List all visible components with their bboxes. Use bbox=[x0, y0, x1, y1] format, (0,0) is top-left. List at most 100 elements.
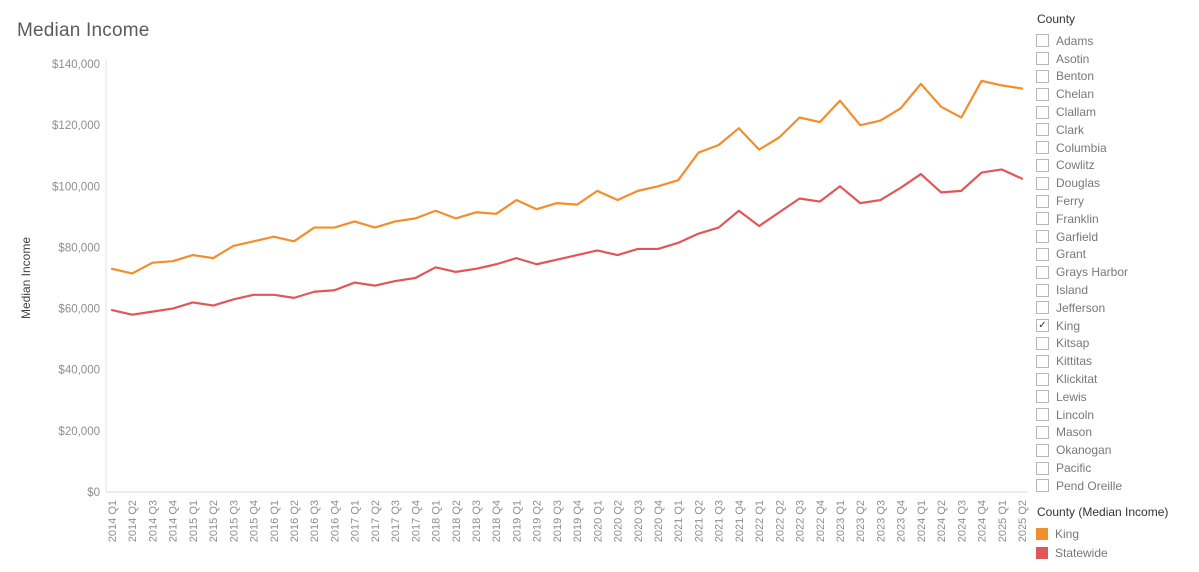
checkbox-icon[interactable] bbox=[1036, 425, 1049, 439]
x-tick-label: 2018 Q1 bbox=[431, 500, 443, 542]
x-tick-label: 2023 Q3 bbox=[875, 500, 887, 542]
checkbox-icon[interactable] bbox=[1036, 443, 1049, 457]
county-filter-label: Clark bbox=[1056, 122, 1085, 137]
county-filter-panel: County Adams Asotin Benton Chelan Clallam Cla… bbox=[1036, 12, 1196, 495]
county-filter-item[interactable]: ✓ King bbox=[1036, 317, 1196, 335]
county-filter-label: Kittitas bbox=[1056, 354, 1093, 369]
county-filter-item[interactable]: Pend Oreille bbox=[1036, 477, 1196, 495]
checkbox-icon[interactable] bbox=[1036, 354, 1049, 368]
county-filter-item[interactable]: Douglas bbox=[1036, 174, 1196, 192]
x-tick-label: 2023 Q4 bbox=[896, 500, 908, 542]
county-filter-label: Garfield bbox=[1056, 229, 1099, 244]
x-tick-label: 2018 Q3 bbox=[471, 500, 483, 542]
county-filter-item[interactable]: Grays Harbor bbox=[1036, 263, 1196, 281]
x-tick-label: 2016 Q3 bbox=[309, 500, 321, 542]
county-filter-label: Okanogan bbox=[1056, 443, 1112, 458]
checkbox-icon[interactable] bbox=[1036, 461, 1049, 475]
x-tick-label: 2014 Q1 bbox=[107, 500, 119, 542]
checkbox-icon[interactable] bbox=[1036, 34, 1049, 48]
x-tick-label: 2019 Q4 bbox=[572, 500, 584, 542]
county-filter-item[interactable]: Ferry bbox=[1036, 192, 1196, 210]
county-filter-item[interactable]: Franklin bbox=[1036, 210, 1196, 228]
x-tick-label: 2015 Q1 bbox=[188, 500, 200, 542]
checkbox-icon[interactable] bbox=[1036, 52, 1049, 66]
x-tick-label: 2014 Q3 bbox=[147, 500, 159, 542]
checkbox-icon[interactable] bbox=[1036, 283, 1049, 297]
checkbox-icon[interactable] bbox=[1036, 87, 1049, 101]
x-tick-label: 2016 Q1 bbox=[269, 500, 281, 542]
checkbox-icon[interactable] bbox=[1036, 105, 1049, 119]
checkbox-icon[interactable] bbox=[1036, 301, 1049, 315]
x-tick-label: 2025 Q1 bbox=[997, 500, 1009, 542]
x-tick-label: 2024 Q4 bbox=[977, 500, 989, 542]
legend-items: King Statewide bbox=[1036, 524, 1199, 562]
county-filter-item[interactable]: Adams bbox=[1036, 32, 1196, 50]
x-tick-label: 2020 Q2 bbox=[613, 500, 625, 542]
legend-item-label: Statewide bbox=[1055, 545, 1108, 560]
x-tick-label: 2020 Q1 bbox=[592, 500, 604, 542]
checkbox-icon[interactable] bbox=[1036, 141, 1049, 155]
county-filter-item[interactable]: Grant bbox=[1036, 246, 1196, 264]
checkbox-icon[interactable] bbox=[1036, 69, 1049, 83]
county-filter-label: Douglas bbox=[1056, 176, 1101, 191]
checkbox-icon[interactable] bbox=[1036, 123, 1049, 137]
line-chart[interactable]: $0 $20,000 $40,000 $60,000 $80,000 $100,000 $1… bbox=[0, 50, 1035, 568]
county-filter-item[interactable]: Island bbox=[1036, 281, 1196, 299]
checkbox-icon[interactable] bbox=[1036, 212, 1049, 226]
checkbox-checked-icon[interactable]: ✓ bbox=[1036, 319, 1049, 333]
county-filter-item[interactable]: Clallam bbox=[1036, 103, 1196, 121]
x-tick-label: 2024 Q1 bbox=[916, 500, 928, 542]
x-tick-label: 2024 Q3 bbox=[956, 500, 968, 542]
filter-title: County bbox=[1037, 12, 1076, 26]
county-filter-item[interactable]: Benton bbox=[1036, 68, 1196, 86]
x-tick-label: 2021 Q3 bbox=[714, 500, 726, 542]
county-filter-item[interactable]: Lewis bbox=[1036, 388, 1196, 406]
county-filter-item[interactable]: Pacific bbox=[1036, 459, 1196, 477]
checkbox-icon[interactable] bbox=[1036, 194, 1049, 208]
series-line-statewide[interactable] bbox=[110, 168, 1024, 316]
county-filter-item[interactable]: Asotin bbox=[1036, 50, 1196, 68]
checkbox-icon[interactable] bbox=[1036, 336, 1049, 350]
county-filter-item[interactable]: Garfield bbox=[1036, 228, 1196, 246]
series-line-king[interactable] bbox=[110, 79, 1024, 275]
county-filter-item[interactable]: Clark bbox=[1036, 121, 1196, 139]
y-tick-label: $60,000 bbox=[58, 304, 100, 316]
x-tick-label: 2023 Q1 bbox=[835, 500, 847, 542]
county-filter-item[interactable]: Kitsap bbox=[1036, 335, 1196, 353]
county-filter-label: King bbox=[1056, 318, 1081, 333]
legend-item-king[interactable]: King bbox=[1036, 524, 1199, 543]
county-filter-item[interactable]: Columbia bbox=[1036, 139, 1196, 157]
x-tick-label: 2025 Q2 bbox=[1017, 500, 1029, 542]
checkbox-icon[interactable] bbox=[1036, 372, 1049, 386]
x-tick-label: 2015 Q4 bbox=[249, 500, 261, 542]
checkbox-icon[interactable] bbox=[1036, 247, 1049, 261]
checkbox-icon[interactable] bbox=[1036, 158, 1049, 172]
county-filter-item[interactable]: Klickitat bbox=[1036, 370, 1196, 388]
county-filter-item[interactable]: Jefferson bbox=[1036, 299, 1196, 317]
county-filter-item[interactable]: Cowlitz bbox=[1036, 157, 1196, 175]
x-tick-label: 2017 Q3 bbox=[390, 500, 402, 542]
x-tick-label: 2022 Q1 bbox=[754, 500, 766, 542]
x-tick-label: 2021 Q1 bbox=[673, 500, 685, 542]
checkbox-icon[interactable] bbox=[1036, 479, 1049, 493]
county-filter-item[interactable]: Kittitas bbox=[1036, 352, 1196, 370]
checkbox-icon[interactable] bbox=[1036, 176, 1049, 190]
checkbox-icon[interactable] bbox=[1036, 408, 1049, 422]
legend-swatch-icon bbox=[1036, 527, 1048, 540]
x-tick-label: 2022 Q3 bbox=[795, 500, 807, 542]
county-filter-label: Pacific bbox=[1056, 461, 1092, 476]
county-filter-item[interactable]: Chelan bbox=[1036, 85, 1196, 103]
y-tick-label: $80,000 bbox=[58, 242, 100, 254]
x-tick-label: 2020 Q4 bbox=[653, 500, 665, 542]
county-filter-label: Island bbox=[1056, 283, 1089, 298]
legend-item-label: King bbox=[1055, 526, 1080, 541]
checkbox-icon[interactable] bbox=[1036, 390, 1049, 404]
checkbox-icon[interactable] bbox=[1036, 265, 1049, 279]
county-filter-item[interactable]: Lincoln bbox=[1036, 406, 1196, 424]
county-filter-item[interactable]: Okanogan bbox=[1036, 441, 1196, 459]
x-tick-label: 2024 Q2 bbox=[936, 500, 948, 542]
checkbox-icon[interactable] bbox=[1036, 230, 1049, 244]
county-filter-item[interactable]: Mason bbox=[1036, 424, 1196, 442]
county-filter-list[interactable]: Adams Asotin Benton Chelan Clallam Clark Colum… bbox=[1036, 32, 1196, 495]
legend-item-statewide[interactable]: Statewide bbox=[1036, 543, 1199, 562]
